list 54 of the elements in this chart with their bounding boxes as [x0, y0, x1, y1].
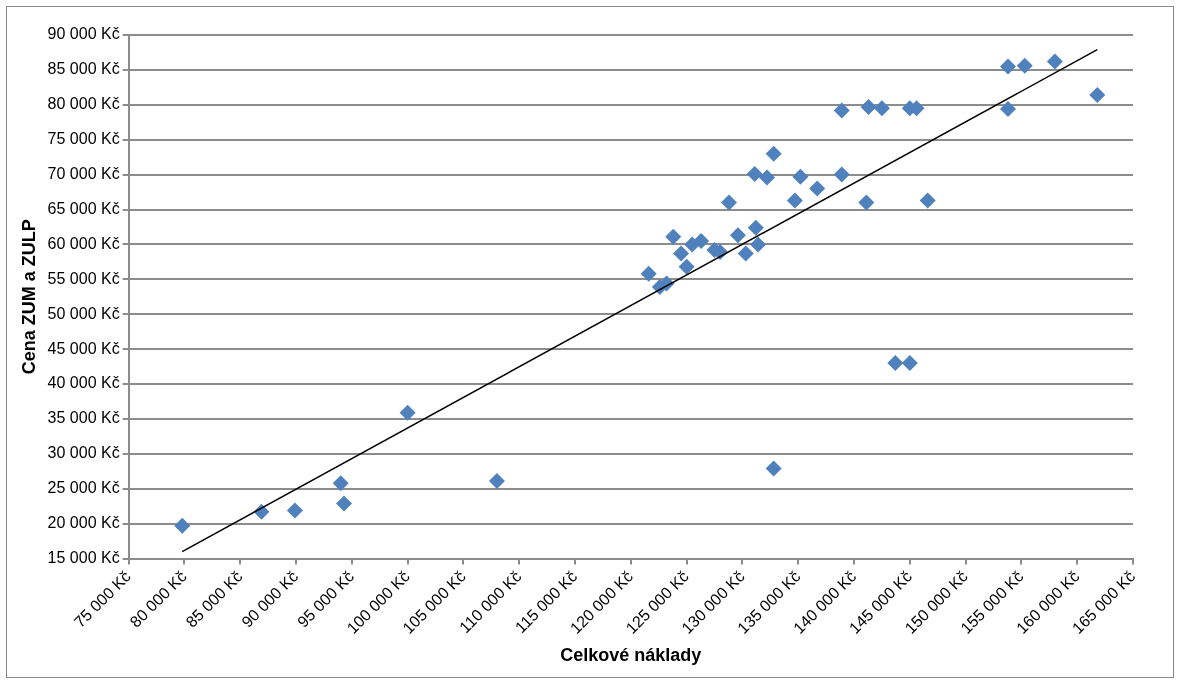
point	[488, 473, 505, 490]
y-tick-label: 45 000 Kč	[47, 339, 120, 357]
point	[1089, 87, 1106, 104]
point	[809, 180, 826, 197]
point	[919, 192, 936, 209]
point	[729, 227, 746, 244]
point	[887, 355, 904, 372]
point	[665, 228, 682, 245]
y-tick-label: 50 000 Kč	[47, 304, 120, 322]
y-tick-label: 15 000 Kč	[47, 548, 120, 566]
point	[786, 192, 803, 209]
point	[833, 166, 850, 183]
point	[721, 194, 738, 211]
point	[693, 232, 710, 249]
y-tick-label: 85 000 Kč	[47, 60, 120, 78]
point	[833, 102, 850, 119]
point	[1000, 101, 1017, 117]
y-tick-label: 80 000 Kč	[47, 95, 120, 113]
point	[678, 258, 695, 275]
point	[765, 145, 782, 162]
point	[765, 460, 782, 477]
point	[750, 236, 767, 253]
point	[174, 517, 191, 534]
y-tick-label: 65 000 Kč	[47, 199, 120, 217]
y-axis-title: Cena ZUM a ZULP	[18, 219, 39, 375]
y-tick-label: 75 000 Kč	[47, 130, 120, 148]
point	[901, 355, 918, 372]
y-tick-label: 55 000 Kč	[47, 269, 120, 287]
point	[286, 502, 303, 519]
point	[792, 168, 809, 185]
point	[860, 98, 877, 115]
point	[747, 219, 764, 236]
point	[1046, 53, 1063, 70]
y-tick-label: 20 000 Kč	[47, 514, 120, 532]
point	[332, 475, 349, 492]
point	[640, 265, 657, 282]
y-tick-label: 40 000 Kč	[47, 374, 120, 392]
point	[1016, 57, 1033, 74]
point	[1000, 58, 1017, 75]
point	[737, 245, 754, 262]
x-axis-title: Celkové náklady	[560, 645, 702, 666]
y-tick-label: 60 000 Kč	[47, 234, 120, 252]
y-tick-label: 35 000 Kč	[47, 409, 120, 427]
point	[873, 100, 890, 117]
y-tick-label: 25 000 Kč	[47, 479, 120, 497]
point	[673, 245, 690, 262]
point	[399, 404, 416, 421]
y-tick-label: 30 000 Kč	[47, 444, 120, 462]
point	[758, 169, 775, 186]
point	[336, 495, 353, 512]
y-tick-label: 70 000 Kč	[47, 165, 120, 183]
point	[858, 194, 875, 211]
y-tick-label: 90 000 Kč	[47, 25, 120, 43]
point	[746, 165, 763, 182]
